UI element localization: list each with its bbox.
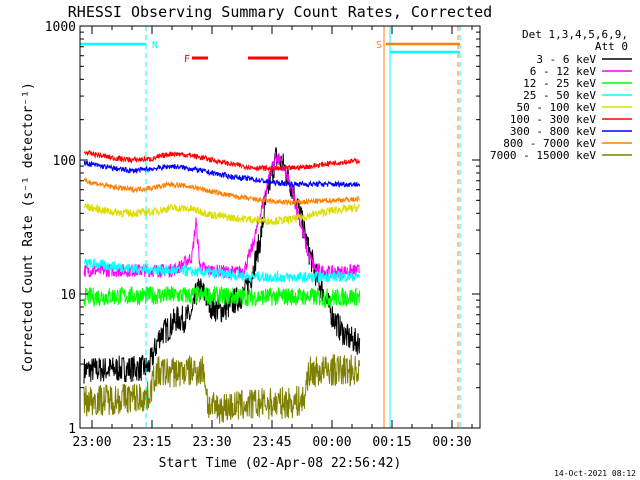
y-axis: 1 10 100 1000 (45, 20, 480, 437)
series-line (83, 354, 361, 424)
x-tick-label: 00:30 (432, 435, 471, 450)
flag-label: N (152, 40, 158, 51)
x-tick-label: 23:15 (132, 435, 171, 450)
y-tick-label: 10 (60, 288, 76, 303)
x-tick-label: 23:00 (72, 435, 111, 450)
legend-header: Att 0 (595, 40, 628, 53)
x-tick-label: 23:45 (252, 435, 291, 450)
x-axis-label: Start Time (02-Apr-08 22:56:42) (159, 456, 402, 471)
flag-layer: N F S (80, 26, 461, 428)
legend-entry-label: 100 - 300 keV (510, 113, 596, 126)
legend-entry-label: 6 - 12 keV (530, 65, 597, 78)
legend-entry-label: 7000 - 15000 keV (490, 149, 596, 162)
legend-entry-label: 300 - 800 keV (510, 125, 596, 138)
series-line (83, 160, 361, 189)
series-line (83, 286, 361, 309)
series-layer (83, 147, 361, 424)
x-axis: 23:00 23:15 23:30 23:45 00:00 00:15 00:30 (72, 26, 473, 450)
legend-entry-label: 3 - 6 keV (536, 53, 596, 66)
series-line (83, 149, 361, 173)
x-tick-label: 23:30 (192, 435, 231, 450)
y-axis-label: Corrected Count Rate (s⁻¹ detector⁻¹) (21, 82, 36, 372)
legend-entry-label: 50 - 100 keV (517, 101, 597, 114)
chart-title: RHESSI Observing Summary Count Rates, Co… (68, 3, 492, 21)
y-tick-label: 1000 (45, 20, 76, 35)
footer-date: 14-Oct-2021 08:12 (554, 469, 636, 478)
y-tick-label: 1 (68, 422, 76, 437)
flag-label: S (376, 40, 382, 51)
flag-label: F (184, 54, 190, 65)
plot-frame (79, 25, 481, 429)
series-line (83, 203, 361, 227)
legend-entry-label: 12 - 25 keV (523, 77, 596, 90)
series-line (83, 257, 361, 284)
x-tick-label: 00:15 (372, 435, 411, 450)
legend-header: Det 1,3,4,5,6,9, (522, 28, 628, 41)
x-tick-label: 00:00 (312, 435, 351, 450)
legend-entry-label: 800 - 7000 keV (503, 137, 596, 150)
y-tick-label: 100 (53, 154, 76, 169)
series-line (83, 177, 361, 207)
legend-entry-label: 25 - 50 keV (523, 89, 596, 102)
